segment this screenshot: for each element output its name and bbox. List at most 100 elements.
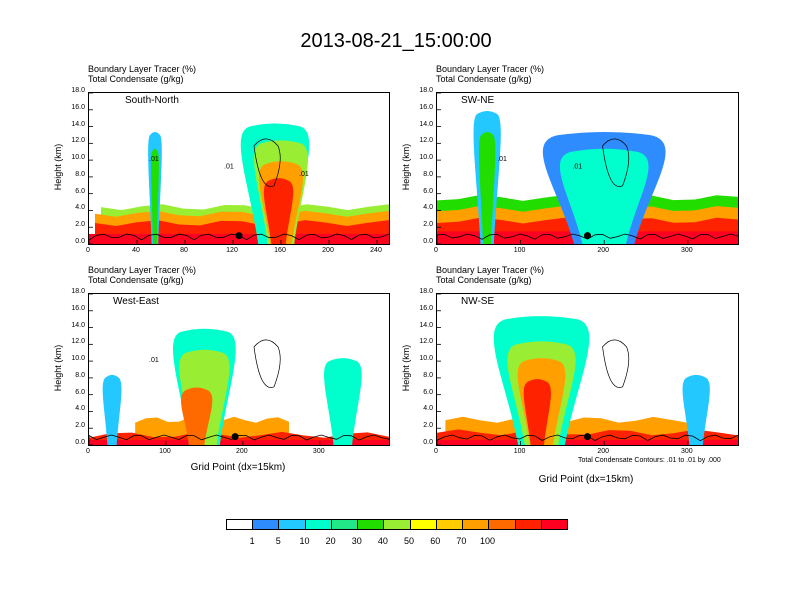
panel-label-nw-se: NW-SE xyxy=(459,296,497,307)
tracer-plume xyxy=(559,148,649,244)
y-tick-label: 14.0 xyxy=(419,120,433,128)
figure-title: 2013-08-21_15:00:00 xyxy=(300,30,492,52)
tracer-plume xyxy=(181,387,213,445)
x-tick-label: 0 xyxy=(86,448,90,455)
y-tick-label: 12.0 xyxy=(71,137,85,145)
y-tick-label: 4.0 xyxy=(75,204,85,212)
y-tick-label: 18.0 xyxy=(71,87,85,94)
y-tick-label: 6.0 xyxy=(423,388,433,396)
condensate-contour xyxy=(253,138,281,187)
x-axis-label-nw-se: Grid Point (dx=15km) xyxy=(538,474,634,485)
tracer-surface-band xyxy=(89,439,389,445)
colorbar-swatch xyxy=(331,520,359,529)
panel-label-sw-ne: SW-NE xyxy=(459,95,497,106)
colorbar-label: 40 xyxy=(377,536,388,546)
colorbar-swatch xyxy=(541,520,568,529)
y-tick-label: 16.0 xyxy=(71,304,85,312)
heatmap-canvas: .01 .01 xyxy=(437,93,738,244)
colorbar-label: 70 xyxy=(456,536,467,546)
colorbar-swatch xyxy=(384,520,411,529)
contour-note: Total Condensate Contours: .01 to .01 by… xyxy=(578,457,721,464)
tracer-plume xyxy=(263,178,294,244)
panel-label-west-east: West-East xyxy=(111,296,161,307)
y-tick-label: 14.0 xyxy=(71,120,85,128)
panel-header-nw-se: Boundary Layer Tracer (%) Total Condensa… xyxy=(436,265,544,285)
heatmap-canvas xyxy=(437,294,738,445)
x-tick-label: 300 xyxy=(680,247,693,254)
location-marker xyxy=(584,433,591,441)
contour-label: .01 xyxy=(149,357,159,364)
tracer-plume xyxy=(478,131,496,244)
y-tick-label: 10.0 xyxy=(419,154,433,162)
colorbar-swatch xyxy=(410,520,437,529)
colorbar-swatch xyxy=(279,520,306,529)
x-tick-label: 200 xyxy=(597,448,610,455)
x-tick-label: 300 xyxy=(312,448,325,455)
colorbar-swatch xyxy=(358,520,385,529)
tracer-plume xyxy=(324,358,362,445)
y-tick-label: 0.0 xyxy=(423,439,433,446)
y-tick-label: 12.0 xyxy=(71,338,85,346)
colorbar xyxy=(226,519,568,530)
header-condensate: Total Condensate (g/kg) xyxy=(88,74,184,84)
x-tick-label: 200 xyxy=(236,448,248,455)
y-tick-label: 6.0 xyxy=(75,388,85,396)
condensate-contour xyxy=(602,138,630,187)
condensate-contour xyxy=(253,339,281,388)
condensate-contour xyxy=(602,339,630,388)
y-tick-label: 2.0 xyxy=(75,422,85,430)
header-tracer: Boundary Layer Tracer (%) xyxy=(88,265,197,275)
x-tick-label: 0 xyxy=(86,247,90,254)
y-tick-label: 14.0 xyxy=(419,321,433,329)
colorbar-label: 30 xyxy=(351,536,362,546)
header-tracer: Boundary Layer Tracer (%) xyxy=(436,64,545,74)
x-tick-label: 240 xyxy=(370,247,382,254)
y-tick-label: 10.0 xyxy=(419,355,433,363)
y-tick-label: 0.0 xyxy=(423,238,433,245)
colorbar-label: 50 xyxy=(404,536,415,546)
y-tick-label: 8.0 xyxy=(423,170,433,178)
y-tick-label: 12.0 xyxy=(419,338,433,346)
panel-sw-ne: .01 .01 SW-NE xyxy=(436,92,739,245)
y-tick-label: 14.0 xyxy=(71,321,85,329)
header-condensate: Total Condensate (g/kg) xyxy=(436,275,532,285)
x-tick-label: 200 xyxy=(597,247,610,254)
colorbar-label: 100 xyxy=(480,536,496,546)
x-tick-label: 200 xyxy=(322,247,334,254)
location-marker xyxy=(584,232,591,240)
y-tick-label: 8.0 xyxy=(75,170,85,178)
panel-west-east: .01 West-East xyxy=(88,293,390,446)
header-condensate: Total Condensate (g/kg) xyxy=(88,275,184,285)
x-axis-label-west-east: Grid Point (dx=15km) xyxy=(190,462,286,473)
colorbar-label: 20 xyxy=(325,536,336,546)
y-tick-label: 4.0 xyxy=(75,405,85,413)
colorbar-label: 10 xyxy=(299,536,310,546)
panel-header-sw-ne: Boundary Layer Tracer (%) Total Condensa… xyxy=(436,64,544,84)
colorbar-swatch xyxy=(227,520,254,529)
tracer-plume xyxy=(102,374,122,445)
colorbar-swatch xyxy=(253,520,280,529)
y-tick-label: 18.0 xyxy=(419,87,433,94)
header-tracer: Boundary Layer Tracer (%) xyxy=(88,64,197,74)
y-tick-label: 8.0 xyxy=(423,371,433,379)
colorbar-label: 5 xyxy=(275,536,281,546)
panel-nw-se: NW-SE xyxy=(436,293,739,446)
y-tick-label: 16.0 xyxy=(71,103,85,111)
y-tick-label: 12.0 xyxy=(419,137,433,145)
x-tick-label: 120 xyxy=(226,247,238,254)
y-tick-label: 16.0 xyxy=(419,103,433,111)
panel-label-south-north: South-North xyxy=(123,95,181,106)
y-tick-label: 0.0 xyxy=(75,238,85,245)
y-tick-label: 2.0 xyxy=(423,221,433,229)
contour-label: .01 xyxy=(572,164,582,171)
colorbar-swatch xyxy=(436,520,464,529)
y-tick-label: 8.0 xyxy=(75,371,85,379)
tracer-surface-band xyxy=(437,439,738,445)
panel-south-north: .01 .01 .01 South-North xyxy=(88,92,390,245)
colorbar-swatch xyxy=(515,520,542,529)
terrain-line xyxy=(437,233,738,240)
y-tick-label: 16.0 xyxy=(419,304,433,312)
x-tick-label: 40 xyxy=(132,247,140,254)
y-tick-label: 0.0 xyxy=(75,439,85,446)
y-tick-label: 18.0 xyxy=(419,288,433,295)
